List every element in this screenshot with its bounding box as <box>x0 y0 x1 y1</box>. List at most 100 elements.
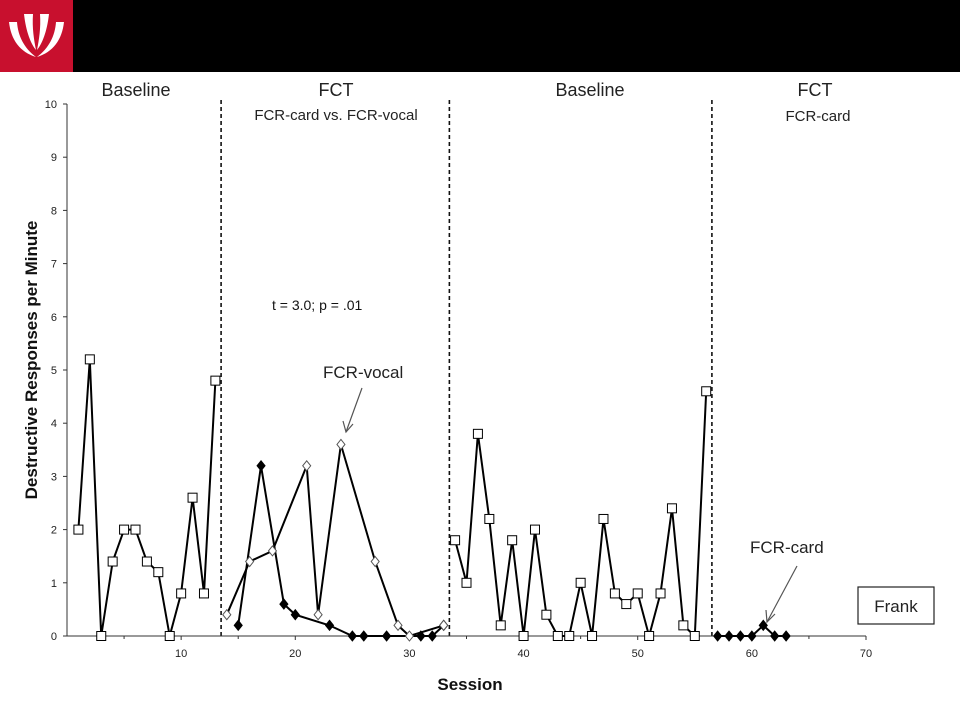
data-point-square <box>575 577 586 588</box>
data-point-square <box>84 354 95 365</box>
x-tick-label: 70 <box>860 648 872 660</box>
data-point-square <box>632 588 643 599</box>
data-point-square <box>96 631 107 641</box>
data-point-square <box>552 631 563 641</box>
data-point-diamond-filled <box>324 619 335 632</box>
data-point-square <box>621 599 632 610</box>
phase-label-baseline-2: Baseline <box>555 80 624 100</box>
data-point-diamond-open <box>267 545 278 557</box>
data-point-diamond-open <box>313 608 323 621</box>
data-point-square <box>187 492 198 503</box>
phase-sublabel-fct-2: FCR-card <box>785 108 850 125</box>
series-line-diamond-open <box>225 444 444 638</box>
data-point-square <box>587 631 598 641</box>
data-point-square <box>678 620 689 631</box>
data-point-diamond-open <box>336 438 346 451</box>
fcr-vocal-annotation: FCR-vocal <box>323 363 403 382</box>
data-point-square <box>119 524 130 535</box>
y-tick-label: 6 <box>51 312 57 324</box>
data-point-square <box>495 620 506 631</box>
data-point-square <box>198 588 209 599</box>
data-point-square <box>153 567 164 578</box>
participant-box <box>857 586 935 625</box>
data-point-diamond-filled <box>724 630 734 642</box>
y-tick-label: 5 <box>51 365 57 377</box>
stat-annotation: t = 3.0; p = .01 <box>272 297 363 313</box>
data-point-diamond-filled <box>735 630 746 642</box>
y-axis-title: Destructive Responses per Minute <box>22 221 41 500</box>
data-point-square <box>518 631 529 641</box>
data-point-diamond-filled <box>347 630 357 642</box>
data-point-diamond-filled <box>758 619 768 632</box>
data-point-square <box>73 524 84 535</box>
y-tick-label: 10 <box>45 99 57 111</box>
data-point-square <box>598 513 609 524</box>
data-point-square <box>164 631 175 641</box>
data-point-diamond-open <box>404 630 415 642</box>
x-tick-label: 60 <box>746 648 758 660</box>
y-tick-label: 3 <box>51 471 57 483</box>
data-point-diamond-open <box>370 555 380 568</box>
data-point-square <box>472 428 483 439</box>
data-point-square <box>461 577 472 588</box>
data-point-diamond-open <box>393 619 403 632</box>
y-tick-label: 4 <box>51 418 57 430</box>
data-point-diamond-filled <box>381 630 392 642</box>
y-tick-label: 1 <box>51 578 57 590</box>
data-point-square <box>507 535 518 546</box>
data-point-square <box>484 513 495 524</box>
data-point-diamond-filled <box>279 598 289 610</box>
data-point-square <box>666 503 677 514</box>
data-point-diamond-filled <box>747 630 757 642</box>
data-point-diamond-filled <box>416 630 426 642</box>
data-point-diamond-open <box>244 555 255 568</box>
data-point-diamond-open <box>302 459 312 472</box>
data-point-square <box>107 556 118 567</box>
phase-label-fct-1: FCT <box>319 80 354 100</box>
y-tick-label: 0 <box>51 631 57 643</box>
x-tick-label: 30 <box>403 648 415 660</box>
y-tick-label: 7 <box>51 259 57 271</box>
data-point-diamond-filled <box>427 630 437 642</box>
data-point-square <box>210 375 221 386</box>
phase-label-fct-2: FCT <box>798 80 833 100</box>
data-point-square <box>130 524 141 535</box>
fcr-vocal-arrow <box>342 387 363 434</box>
data-point-diamond-filled <box>233 619 243 632</box>
x-tick-label: 50 <box>632 648 644 660</box>
data-point-square <box>655 588 666 599</box>
x-tick-label: 20 <box>289 648 301 660</box>
data-point-square <box>689 631 700 641</box>
data-point-diamond-filled <box>712 630 723 642</box>
x-tick-label: 40 <box>517 648 529 660</box>
x-axis-title: Session <box>437 675 502 694</box>
data-point-diamond-filled <box>770 630 780 642</box>
y-tick-label: 2 <box>51 525 57 537</box>
data-point-square <box>644 631 655 641</box>
x-tick-label: 10 <box>175 648 187 660</box>
data-point-diamond-open <box>439 619 449 632</box>
data-point-diamond-filled <box>781 630 791 642</box>
data-point-square <box>701 386 712 397</box>
data-point-diamond-filled <box>290 608 300 621</box>
university-logo-icon <box>0 0 73 72</box>
data-point-square <box>450 535 461 546</box>
y-tick-label: 9 <box>51 152 57 164</box>
top-banner <box>0 0 960 72</box>
phase-sublabel-fct-1: FCR-card vs. FCR-vocal <box>254 107 417 124</box>
y-tick-label: 8 <box>51 205 57 217</box>
series-line-square-open <box>454 391 708 640</box>
data-point-square <box>176 588 187 599</box>
data-point-square <box>141 556 152 567</box>
data-point-square <box>529 524 540 535</box>
data-point-diamond-open <box>222 608 232 621</box>
data-point-square <box>541 609 552 620</box>
fcr-card-arrow <box>765 565 798 624</box>
data-point-square <box>564 631 575 641</box>
participant-label: Frank <box>874 597 918 616</box>
fcr-card-annotation: FCR-card <box>750 538 824 557</box>
data-point-diamond-filled <box>256 459 266 472</box>
data-point-square <box>609 588 620 599</box>
phase-label-baseline-1: Baseline <box>101 80 170 100</box>
